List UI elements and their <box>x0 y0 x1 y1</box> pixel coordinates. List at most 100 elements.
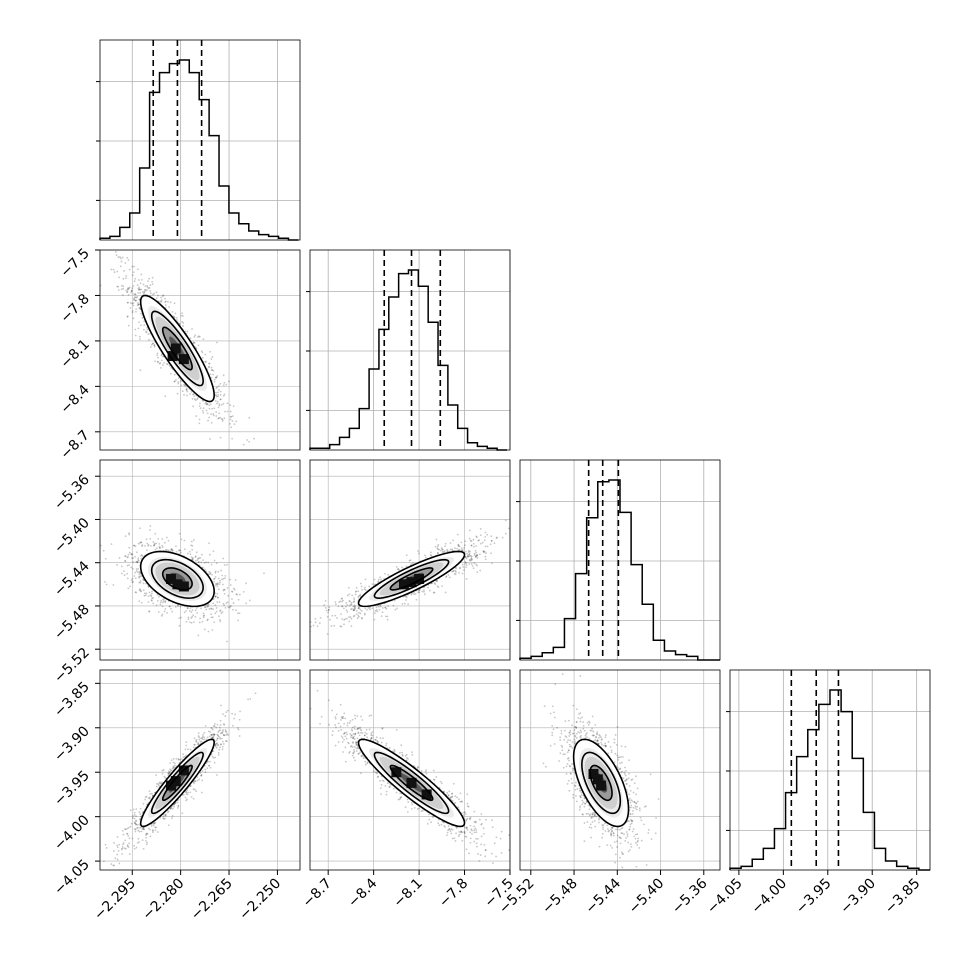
scatter-point <box>357 607 360 610</box>
scatter-point <box>218 601 221 604</box>
scatter-point <box>164 817 166 820</box>
scatter-point <box>151 831 154 834</box>
scatter-point <box>142 802 145 805</box>
scatter-point <box>132 808 135 811</box>
scatter-point <box>185 799 188 802</box>
scatter-point <box>145 843 148 846</box>
scatter-point <box>130 553 133 556</box>
scatter-point <box>135 808 138 810</box>
scatter-point <box>218 403 221 406</box>
scatter-point <box>173 803 176 806</box>
scatter-point <box>155 774 158 777</box>
scatter-point <box>126 315 129 318</box>
scatter-point <box>145 331 148 334</box>
scatter-point <box>216 375 219 377</box>
scatter-point <box>163 361 165 364</box>
scatter-point <box>141 317 144 319</box>
scatter-point <box>218 412 220 415</box>
scatter-point <box>226 402 229 405</box>
scatter-point <box>193 398 196 400</box>
scatter-point <box>465 561 468 564</box>
scatter-point <box>479 542 482 545</box>
scatter-point <box>145 330 147 333</box>
scatter-point <box>126 832 129 835</box>
scatter-point <box>130 553 133 555</box>
scatter-point <box>147 601 150 604</box>
scatter-point <box>384 606 387 609</box>
scatter-point <box>352 605 355 608</box>
scatter-point <box>216 592 219 595</box>
scatter-point <box>196 743 199 746</box>
scatter-point <box>130 579 133 582</box>
scatter-point <box>155 785 158 788</box>
scatter-point <box>160 299 163 302</box>
scatter-point <box>207 605 210 608</box>
scatter-point <box>197 634 200 637</box>
scatter-point <box>220 704 222 707</box>
scatter-point <box>141 839 144 842</box>
scatter-point <box>133 847 136 850</box>
scatter-point <box>226 564 228 566</box>
scatter-point <box>368 606 371 609</box>
scatter-point <box>164 395 167 398</box>
scatter-point <box>203 614 206 617</box>
scatter-point <box>183 611 186 614</box>
scatter-point <box>148 591 151 594</box>
scatter-point <box>199 617 202 620</box>
scatter-point <box>132 567 134 570</box>
scatter-point <box>140 541 142 544</box>
scatter-point <box>214 612 217 615</box>
scatter-point <box>473 554 476 556</box>
scatter-point <box>185 792 188 795</box>
scatter-point <box>112 584 115 586</box>
scatter-point <box>183 755 186 758</box>
scatter-point <box>208 608 211 610</box>
scatter-point <box>192 797 195 800</box>
scatter-point <box>223 604 226 606</box>
scatter-point <box>185 388 188 391</box>
scatter-point <box>167 539 170 542</box>
scatter-point <box>191 558 194 561</box>
scatter-point <box>192 393 194 396</box>
scatter-point <box>154 548 157 551</box>
scatter-point <box>142 293 145 295</box>
scatter-point <box>164 607 167 610</box>
scatter-point <box>194 556 197 559</box>
scatter-point <box>160 300 163 303</box>
scatter-point <box>474 556 477 559</box>
scatter-point <box>178 624 181 627</box>
scatter-point <box>131 265 134 268</box>
scatter-point <box>216 742 218 745</box>
density-peak <box>165 573 176 584</box>
scatter-point <box>155 826 158 829</box>
scatter-point <box>134 545 137 547</box>
scatter-point <box>131 557 133 559</box>
scatter-point <box>156 354 159 357</box>
scatter-point <box>118 843 121 846</box>
scatter-point <box>135 846 138 849</box>
scatter-point <box>100 544 102 547</box>
scatter-point <box>126 291 128 294</box>
scatter-point <box>170 769 173 771</box>
scatter-point <box>140 554 143 556</box>
scatter-point <box>373 578 376 581</box>
scatter-point <box>116 285 119 288</box>
scatter-point <box>163 818 165 820</box>
scatter-point <box>178 549 180 552</box>
density-peak <box>178 354 189 365</box>
scatter-point <box>136 284 139 287</box>
scatter-point <box>153 345 156 348</box>
scatter-point <box>396 607 398 610</box>
scatter-point <box>432 591 435 594</box>
scatter-point <box>164 776 167 779</box>
scatter-point <box>139 581 142 584</box>
scatter-point <box>339 625 342 628</box>
scatter-point <box>222 577 225 580</box>
scatter-point <box>219 398 222 401</box>
scatter-point <box>173 380 176 383</box>
scatter-point <box>192 405 195 408</box>
scatter-point <box>418 552 420 555</box>
scatter-point <box>208 407 211 410</box>
scatter-point <box>152 824 155 827</box>
scatter-point <box>127 587 130 590</box>
